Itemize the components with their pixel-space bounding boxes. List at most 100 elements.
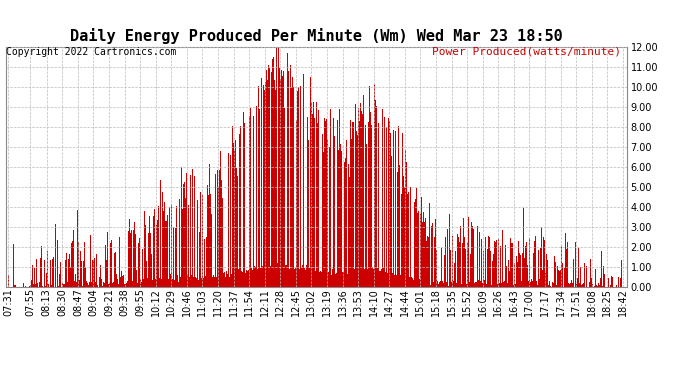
Bar (65, 260, 66, 287)
Bar (418, 211, 419, 287)
Bar (216, 277, 217, 287)
Bar (542, 270, 543, 287)
Bar (513, 285, 514, 287)
Bar (485, 237, 486, 287)
Bar (511, 254, 513, 287)
Bar (340, 144, 342, 287)
Bar (531, 279, 532, 287)
Bar (348, 128, 349, 287)
Bar (297, 91, 298, 287)
Bar (71, 243, 72, 287)
Bar (417, 213, 418, 287)
Bar (302, 264, 303, 287)
Bar (334, 136, 335, 287)
Bar (255, 267, 256, 287)
Bar (73, 230, 74, 287)
Bar (476, 282, 477, 287)
Bar (517, 262, 518, 287)
Bar (126, 283, 127, 287)
Bar (434, 237, 435, 287)
Bar (533, 215, 535, 287)
Bar (284, 108, 286, 287)
Bar (385, 272, 386, 287)
Bar (266, 70, 267, 287)
Bar (278, 47, 279, 287)
Bar (72, 241, 73, 287)
Bar (58, 286, 59, 287)
Bar (427, 237, 428, 287)
Bar (509, 270, 510, 287)
Bar (116, 274, 117, 287)
Bar (472, 226, 473, 287)
Bar (461, 284, 462, 287)
Bar (174, 279, 175, 287)
Bar (272, 59, 273, 287)
Bar (121, 272, 122, 287)
Bar (384, 117, 385, 287)
Bar (228, 273, 230, 287)
Bar (190, 176, 191, 287)
Bar (158, 206, 159, 287)
Bar (360, 104, 362, 287)
Bar (379, 272, 380, 287)
Bar (468, 217, 469, 287)
Bar (245, 273, 246, 287)
Bar (307, 117, 308, 287)
Bar (80, 251, 81, 287)
Bar (402, 163, 404, 287)
Bar (398, 126, 399, 287)
Bar (36, 259, 37, 287)
Bar (102, 286, 103, 287)
Bar (419, 279, 420, 287)
Bar (308, 140, 309, 287)
Bar (184, 182, 185, 287)
Bar (306, 266, 307, 287)
Bar (164, 202, 166, 287)
Bar (429, 203, 430, 287)
Bar (460, 226, 461, 287)
Bar (135, 234, 136, 287)
Bar (314, 118, 315, 287)
Bar (396, 274, 397, 287)
Bar (359, 268, 360, 287)
Bar (215, 174, 216, 287)
Bar (406, 162, 407, 287)
Bar (254, 266, 255, 287)
Bar (455, 283, 457, 287)
Bar (256, 106, 257, 287)
Bar (584, 263, 585, 287)
Bar (138, 243, 139, 287)
Bar (477, 280, 479, 287)
Bar (407, 194, 408, 287)
Bar (204, 239, 205, 287)
Bar (323, 152, 324, 287)
Bar (536, 281, 538, 287)
Bar (13, 244, 14, 287)
Bar (226, 271, 227, 287)
Bar (104, 283, 105, 287)
Bar (236, 168, 237, 287)
Bar (88, 285, 89, 287)
Bar (200, 192, 201, 287)
Bar (35, 284, 36, 287)
Bar (608, 278, 609, 287)
Bar (317, 123, 318, 287)
Bar (442, 281, 443, 287)
Bar (14, 285, 15, 287)
Bar (506, 266, 507, 287)
Bar (234, 151, 235, 287)
Bar (197, 200, 198, 287)
Bar (62, 284, 63, 287)
Bar (518, 241, 519, 287)
Bar (144, 211, 145, 287)
Bar (363, 94, 364, 287)
Bar (408, 192, 409, 287)
Bar (237, 176, 238, 287)
Bar (368, 86, 370, 287)
Bar (354, 269, 355, 287)
Bar (313, 102, 314, 287)
Bar (281, 70, 282, 287)
Bar (549, 281, 550, 287)
Bar (132, 280, 133, 287)
Bar (380, 271, 381, 287)
